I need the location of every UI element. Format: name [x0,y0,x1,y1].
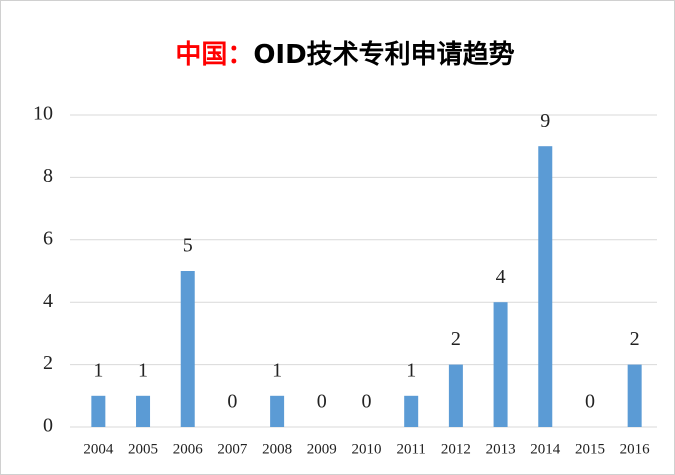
data-label: 1 [138,359,148,381]
y-tick-label: 8 [43,165,53,187]
data-label: 5 [183,235,193,257]
data-label: 4 [496,266,506,288]
bar [448,364,463,427]
data-label: 9 [540,110,550,132]
x-tick-label: 2009 [307,441,337,457]
data-label: 1 [272,359,282,381]
x-tick-label: 2015 [575,441,605,457]
y-tick-label: 10 [33,103,53,125]
bar [538,146,553,427]
data-label: 0 [585,391,595,413]
bar [627,364,642,427]
data-label: 0 [227,391,237,413]
y-tick-label: 6 [43,227,53,249]
y-tick-label: 0 [43,415,53,437]
x-tick-label: 2008 [262,441,292,457]
title-prefix: 中国： [175,40,253,70]
y-tick-label: 2 [43,352,53,374]
bar [270,395,285,427]
x-tick-label: 2012 [441,441,471,457]
bar [91,395,106,427]
bar [136,395,151,427]
data-label: 1 [406,359,416,381]
x-tick-label: 2011 [396,441,425,457]
x-tick-label: 2004 [83,441,114,457]
x-tick-label: 2014 [530,441,561,457]
data-label: 2 [451,328,461,350]
bar [180,271,195,427]
bar [404,395,419,427]
data-label: 2 [630,328,640,350]
x-tick-label: 2016 [620,441,651,457]
x-tick-label: 2010 [352,441,382,457]
x-tick-label: 2006 [173,441,204,457]
data-label: 0 [362,391,372,413]
data-label: 1 [93,359,103,381]
y-tick-label: 4 [43,290,53,312]
x-tick-label: 2013 [486,441,516,457]
x-tick-label: 2005 [128,441,158,457]
title-main: OID技术专利申请趋势 [253,40,514,70]
x-tick-label: 2007 [217,441,248,457]
bar [493,302,508,427]
data-label: 0 [317,391,327,413]
chart-title: 中国：OID技术专利申请趋势 [175,40,514,70]
